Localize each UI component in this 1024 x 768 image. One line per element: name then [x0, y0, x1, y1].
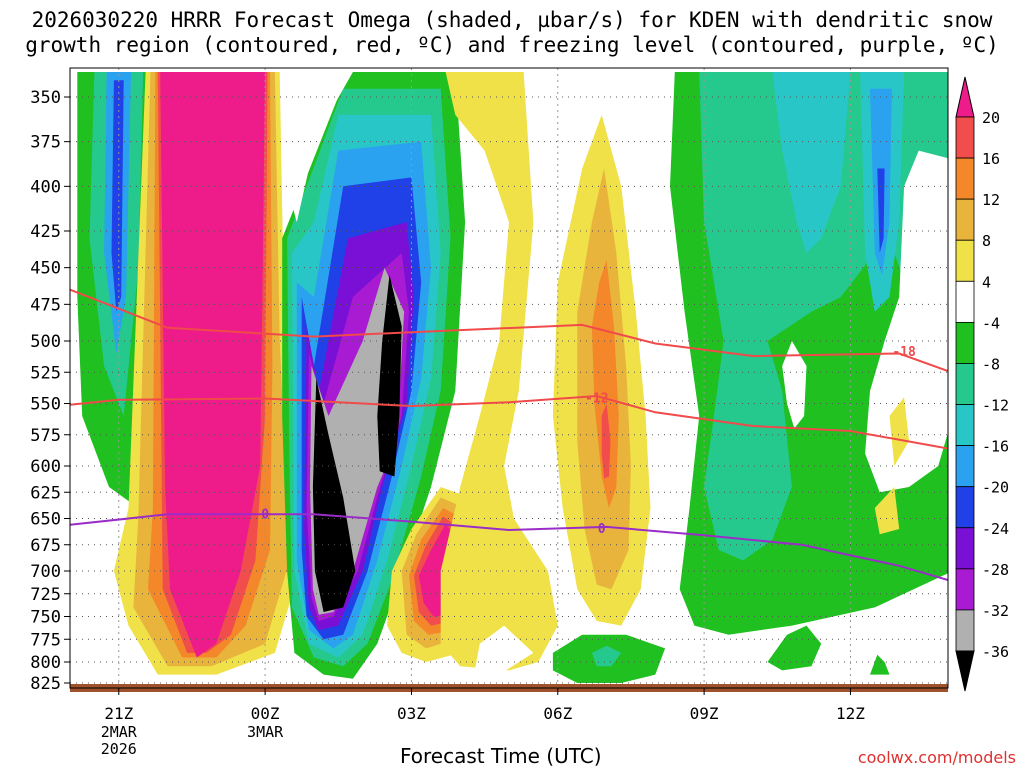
colorbar-swatch [955, 568, 975, 611]
omega-region-black [377, 275, 402, 477]
y-tick-label: 550 [30, 395, 61, 415]
y-tick-label: 800 [30, 653, 61, 673]
x-tick-label: 00Z [251, 704, 280, 723]
omega-region-yellow [889, 397, 909, 466]
x-tick-label: 09Z [690, 704, 719, 723]
colorbar-label: -12 [982, 397, 1009, 415]
colorbar-label: -16 [982, 438, 1009, 456]
omega-shading [77, 72, 948, 683]
y-tick-label: 475 [30, 295, 61, 315]
colorbar-label: -28 [982, 561, 1009, 579]
y-tick-label: 425 [30, 222, 61, 242]
y-tick-label: 750 [30, 608, 61, 628]
colorbar-label: -32 [982, 602, 1009, 620]
colorbar-bottom-arrow [955, 650, 975, 692]
omega-region-white [865, 150, 948, 493]
colorbar-label: 16 [982, 150, 1000, 168]
contour-dgz-minus-18 [70, 288, 948, 372]
omega-region-yellow [440, 72, 558, 671]
colorbar-label: 8 [982, 232, 991, 250]
colorbar-swatch [955, 321, 975, 364]
colorbar-label: -36 [982, 643, 1009, 661]
y-tick-label: 350 [30, 88, 61, 108]
y-tick-label: 525 [30, 363, 61, 383]
y-tick-label: 725 [30, 585, 61, 605]
colorbar-swatch [955, 116, 975, 159]
y-tick-label: 500 [30, 332, 61, 352]
omega-region-black [312, 378, 356, 612]
colorbar-swatch [955, 486, 975, 529]
omega-region-red [601, 403, 611, 479]
x-tick-label: 21Z [104, 704, 133, 723]
omega-region-blue [877, 168, 885, 253]
source-credit-link[interactable]: coolwx.com/models [857, 748, 1016, 767]
y-tick-label: 600 [30, 457, 61, 477]
contour-label: 0 [598, 522, 606, 537]
colorbar-label: 12 [982, 191, 1000, 209]
omega-region-white [782, 341, 807, 429]
colorbar-swatch [955, 198, 975, 241]
contour-label: -12 [585, 391, 608, 406]
x-tick-label: 12Z [836, 704, 865, 723]
y-tick-label: 400 [30, 177, 61, 197]
contour-label: 0 [261, 507, 269, 522]
y-tick-label: 450 [30, 259, 61, 279]
colorbar: 20 16 12 8 4 -4 -8 -12 -16 -20 -24 -28 -32 -36 [955, 76, 1009, 692]
colorbar-label: 20 [982, 109, 1000, 127]
chart-title-line-1: 2026030220 HRRR Forecast Omega (shaded, … [31, 8, 993, 32]
omega-region-orange [591, 260, 619, 508]
colorbar-label: -4 [982, 314, 1000, 332]
colorbar-swatch [955, 609, 975, 652]
y-tick-label: 625 [30, 483, 61, 503]
omega-region-green [870, 654, 890, 675]
x-tick-year: 2026 [101, 740, 137, 758]
y-tick-label: 650 [30, 510, 61, 530]
omega-region-pink [160, 72, 266, 658]
x-tick-label: 06Z [543, 704, 572, 723]
y-tick-label: 575 [30, 426, 61, 446]
colorbar-label: -20 [982, 479, 1009, 497]
grid-lines [70, 68, 948, 688]
y-tick-label: 675 [30, 536, 61, 556]
colorbar-swatch [955, 280, 975, 323]
x-tick-date: 3MAR [247, 723, 284, 741]
x-tick-date: 2MAR [101, 723, 138, 741]
omega-region-white [287, 72, 353, 223]
plot-frame [69, 67, 949, 689]
omega-region-yellow [874, 487, 900, 535]
colorbar-swatch [955, 527, 975, 570]
x-axis-title: Forecast Time (UTC) [400, 744, 602, 768]
y-axis: 350 375 400 425 450 475 500 525 550 575 600 625 650 6… [30, 88, 70, 694]
chart-title-line-2: growth region (contoured, red, ºC) and f… [25, 33, 999, 57]
colorbar-swatch [955, 239, 975, 282]
colorbar-swatch [955, 404, 975, 447]
omega-region-green [767, 625, 822, 671]
y-tick-label: 375 [30, 133, 61, 153]
contour-freezing-level [70, 513, 948, 582]
y-tick-label: 700 [30, 562, 61, 582]
colorbar-label: -8 [982, 355, 1000, 373]
contour-lines: -12 -18 0 0 [70, 288, 948, 582]
contour-dgz-minus-12 [70, 394, 948, 450]
y-tick-label: 825 [30, 674, 61, 694]
omega-region-teal [591, 645, 622, 667]
omega-region-blue [111, 80, 124, 312]
y-tick-label: 775 [30, 630, 61, 650]
colorbar-top-arrow [955, 76, 975, 118]
colorbar-swatch [955, 157, 975, 200]
colorbar-label: 4 [982, 273, 991, 291]
colorbar-label: -24 [982, 520, 1009, 538]
contour-label: -18 [892, 345, 916, 360]
colorbar-swatch [955, 445, 975, 488]
omega-region-white [474, 625, 534, 675]
omega-region-cyan [801, 72, 822, 178]
x-tick-label: 03Z [397, 704, 426, 723]
colorbar-swatch [955, 363, 975, 405]
